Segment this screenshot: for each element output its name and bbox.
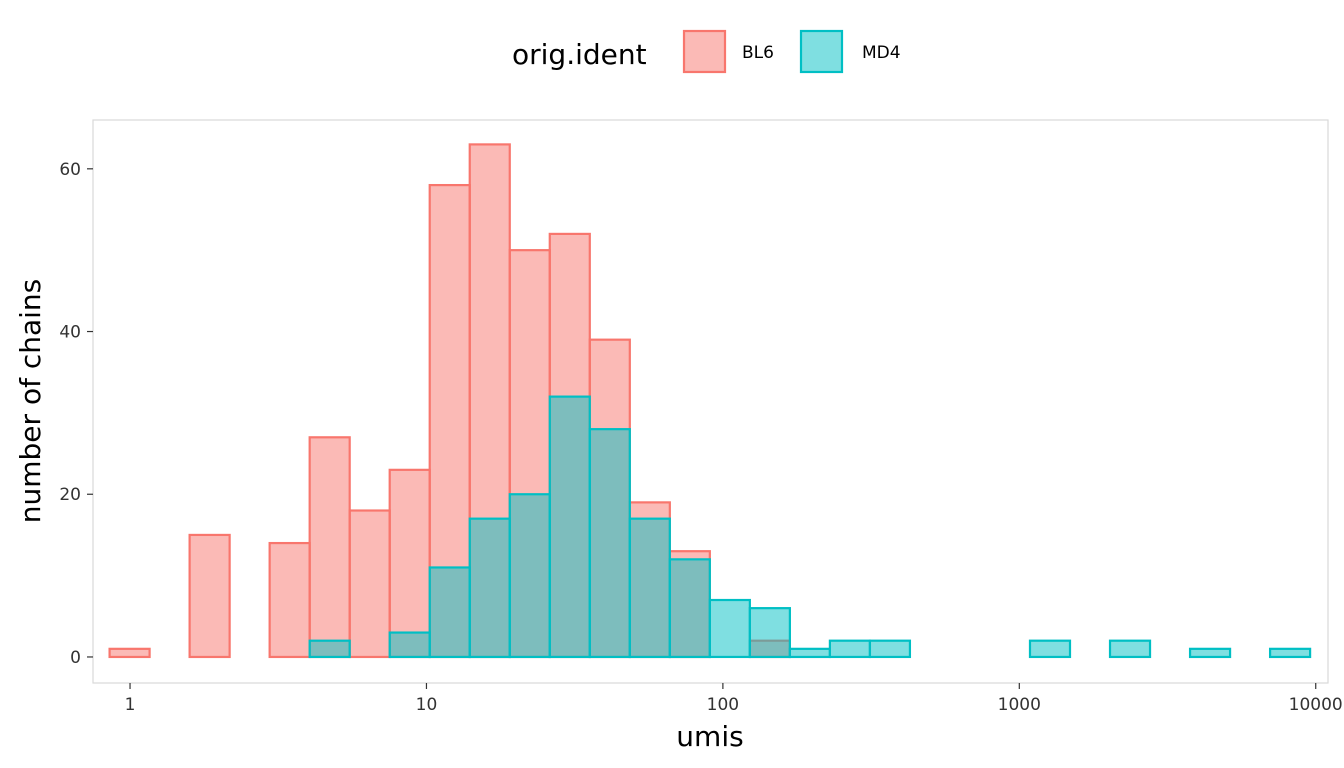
x-tick-label-0: 1 xyxy=(125,695,136,715)
legend-label-bl6: BL6 xyxy=(742,43,774,63)
bar-md4-10 xyxy=(508,493,551,659)
y-tick-label-3: 60 xyxy=(59,160,81,180)
bar-md4-9 xyxy=(468,517,511,659)
bar-md4-15 xyxy=(708,598,751,659)
bar-md4-27 xyxy=(1188,647,1232,659)
plot-panel xyxy=(92,119,1329,684)
bar-md4-18 xyxy=(828,639,872,659)
bar-md4-17 xyxy=(788,647,831,659)
bar-bl6-0 xyxy=(108,647,151,659)
bar-md4-7 xyxy=(388,631,431,659)
bar-md4-23 xyxy=(1028,639,1072,659)
x-tick-label-3: 1000 xyxy=(998,695,1041,715)
bar-md4-13 xyxy=(628,517,671,659)
bar-bl6-2 xyxy=(188,533,231,659)
x-axis-title: umis xyxy=(676,720,743,753)
bar-bl6-4 xyxy=(268,541,311,659)
y-axis: 0 20 40 60 xyxy=(59,160,93,668)
bar-md4-12 xyxy=(588,428,631,659)
x-tick-label-1: 10 xyxy=(416,695,438,715)
bar-md4-29 xyxy=(1268,647,1312,659)
bar-md4-8 xyxy=(428,566,471,659)
y-axis-title: number of chains xyxy=(14,279,47,523)
bar-md4-11 xyxy=(548,395,591,659)
bar-bl6-7 xyxy=(388,468,431,659)
bar-bl6-5 xyxy=(308,436,351,659)
x-tick-label-4: 10000 xyxy=(1289,695,1343,715)
legend-key-md4 xyxy=(799,29,844,74)
x-tick-label-2: 100 xyxy=(707,695,739,715)
bar-md4-5 xyxy=(308,639,351,659)
legend-label-md4: MD4 xyxy=(862,43,901,63)
legend-title: orig.ident xyxy=(512,38,647,71)
bars-group xyxy=(108,143,1312,659)
bar-md4-19 xyxy=(868,639,912,659)
y-tick-label-1: 20 xyxy=(59,485,81,505)
series-md4 xyxy=(308,395,1312,659)
x-axis: 1 10 100 1000 10000 xyxy=(125,683,1343,715)
y-tick-label-0: 0 xyxy=(70,648,81,668)
bar-md4-25 xyxy=(1108,639,1152,659)
y-tick-label-2: 40 xyxy=(59,323,81,343)
bar-bl6-6 xyxy=(348,509,391,659)
legend: orig.ident BL6 MD4 xyxy=(512,29,901,74)
bar-md4-14 xyxy=(668,558,711,659)
legend-key-bl6 xyxy=(682,29,727,74)
bar-md4-16 xyxy=(748,607,791,659)
